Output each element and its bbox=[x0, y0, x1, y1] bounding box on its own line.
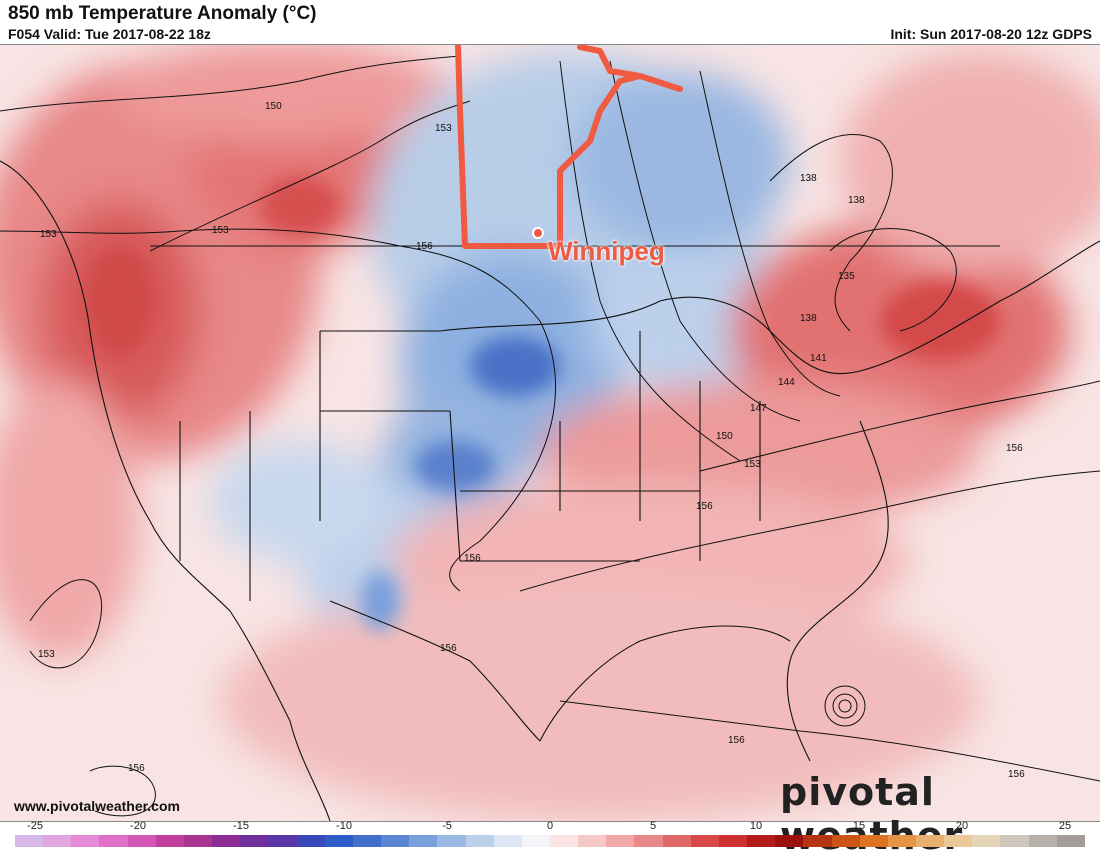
legend-swatch bbox=[747, 835, 776, 847]
contour-label: 156 bbox=[728, 735, 745, 746]
legend-swatch bbox=[409, 835, 438, 847]
legend-tick: 5 bbox=[649, 820, 657, 832]
legend-tick: 20 bbox=[955, 820, 969, 832]
site-url[interactable]: www.pivotalweather.com bbox=[14, 798, 180, 814]
legend-swatch bbox=[183, 835, 213, 847]
map-canvas: 150 153 153 153 156 138 138 135 138 141 … bbox=[0, 45, 1100, 821]
legend-swatch bbox=[606, 835, 635, 847]
legend-swatch bbox=[775, 835, 804, 847]
legend-swatch bbox=[944, 835, 973, 847]
legend-swatch bbox=[662, 835, 691, 847]
legend-colorbar bbox=[15, 835, 1085, 847]
legend-swatch bbox=[212, 835, 241, 847]
contour-label: 153 bbox=[435, 123, 452, 134]
legend-tick: 10 bbox=[749, 820, 763, 832]
legend-swatch bbox=[71, 835, 100, 847]
contour-label: 153 bbox=[40, 229, 57, 240]
legend-swatch bbox=[127, 835, 156, 847]
contour-label: 147 bbox=[750, 403, 767, 414]
legend-swatch bbox=[1028, 835, 1057, 847]
legend-tick: -10 bbox=[336, 820, 352, 832]
legend-swatch bbox=[352, 835, 382, 847]
legend-swatch bbox=[578, 835, 607, 847]
contour-label: 150 bbox=[265, 101, 282, 112]
contour-label: 156 bbox=[440, 643, 457, 654]
legend-swatch bbox=[437, 835, 466, 847]
legend-swatch bbox=[916, 835, 945, 847]
map-header: 850 mb Temperature Anomaly (°C) F054 Val… bbox=[0, 0, 1100, 44]
legend-swatch bbox=[521, 835, 550, 847]
height-contours bbox=[0, 55, 1100, 817]
legend-swatch bbox=[887, 835, 916, 847]
legend-swatch bbox=[240, 835, 269, 847]
province-outline bbox=[455, 45, 683, 249]
contour-label: 153 bbox=[744, 459, 761, 470]
contour-label: 135 bbox=[838, 271, 855, 282]
legend-swatch bbox=[549, 835, 579, 847]
legend-tick: 0 bbox=[546, 820, 554, 832]
boundaries bbox=[0, 160, 1100, 821]
legend-swatch bbox=[465, 835, 494, 847]
legend-swatch bbox=[324, 835, 353, 847]
legend-tick: -5 bbox=[442, 820, 452, 832]
contour-label: 156 bbox=[1006, 443, 1023, 454]
legend-swatch bbox=[155, 835, 184, 847]
map-title: 850 mb Temperature Anomaly (°C) bbox=[8, 3, 317, 24]
contour-label: 153 bbox=[212, 225, 229, 236]
legend-tick: -20 bbox=[130, 820, 146, 832]
legend-swatch bbox=[831, 835, 860, 847]
legend-swatch bbox=[268, 835, 297, 847]
valid-time: F054 Valid: Tue 2017-08-22 18z bbox=[8, 26, 211, 42]
contour-label: 141 bbox=[810, 353, 827, 364]
city-marker bbox=[532, 227, 544, 239]
legend-swatch bbox=[43, 835, 72, 847]
contour-label: 138 bbox=[800, 313, 817, 324]
legend-swatch bbox=[634, 835, 663, 847]
legend-tick: -15 bbox=[233, 820, 249, 832]
legend-tick: -25 bbox=[27, 820, 43, 832]
legend-swatch bbox=[859, 835, 888, 847]
legend-swatch bbox=[296, 835, 325, 847]
anomaly-map: 150 153 153 153 156 138 138 135 138 141 … bbox=[0, 44, 1100, 822]
contour-label: 144 bbox=[778, 377, 795, 388]
city-label: Winnipeg bbox=[548, 236, 665, 266]
contour-label: 150 bbox=[716, 431, 733, 442]
legend-swatch bbox=[718, 835, 748, 847]
legend-swatch bbox=[1000, 835, 1029, 847]
contour-labels: 150 153 153 153 156 138 138 135 138 141 … bbox=[38, 101, 1025, 780]
legend-tick: 25 bbox=[1058, 820, 1072, 832]
contour-label: 138 bbox=[800, 173, 817, 184]
contour-label: 156 bbox=[128, 763, 145, 774]
legend-swatch bbox=[690, 835, 719, 847]
legend-swatch bbox=[1056, 835, 1085, 847]
legend-swatch bbox=[972, 835, 1001, 847]
contour-label: 156 bbox=[464, 553, 481, 564]
legend-swatch bbox=[15, 835, 44, 847]
contour-label: 138 bbox=[848, 195, 865, 206]
legend-swatch bbox=[381, 835, 410, 847]
contour-label: 156 bbox=[416, 241, 433, 252]
legend-swatch bbox=[803, 835, 832, 847]
contour-label: 156 bbox=[696, 501, 713, 512]
init-time: Init: Sun 2017-08-20 12z GDPS bbox=[890, 26, 1092, 42]
legend-tick: 15 bbox=[852, 820, 866, 832]
legend-swatch bbox=[99, 835, 128, 847]
legend-swatch bbox=[493, 835, 522, 847]
contour-label: 153 bbox=[38, 649, 55, 660]
contour-label: 156 bbox=[1008, 769, 1025, 780]
